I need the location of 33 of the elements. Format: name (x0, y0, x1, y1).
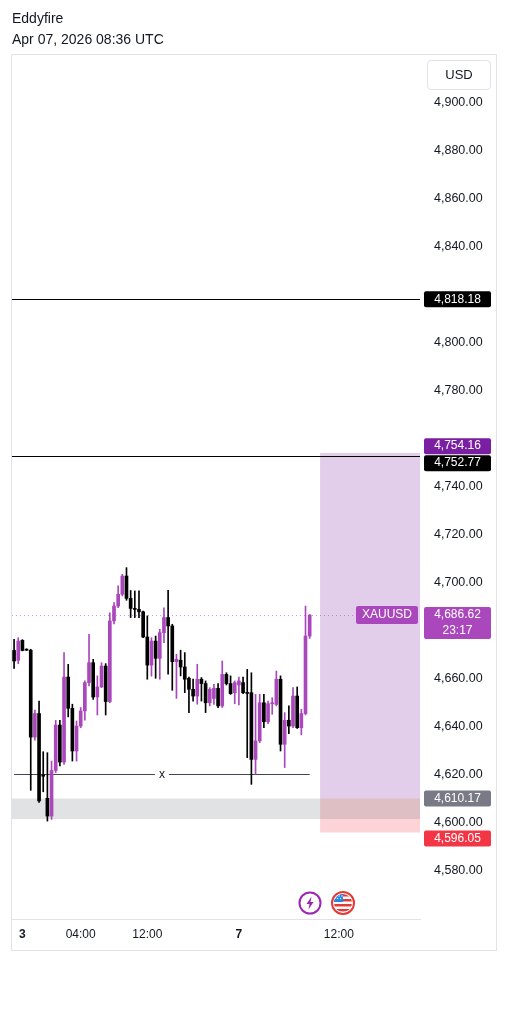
y-tick-label: 4,660.00 (434, 671, 483, 686)
ref-line-label: 4,818.18 (434, 291, 482, 306)
y-tick-label: 4,700.00 (434, 575, 483, 590)
y-tick-label: 4,580.00 (434, 863, 483, 878)
annotation: XAUUSD (361, 607, 413, 622)
band-label: 4,754.16 (434, 438, 482, 453)
chart-title: Eddyfire (12, 9, 64, 27)
ref-line-label: 4,752.77 (434, 455, 482, 470)
y-tick-label: 4,600.00 (434, 815, 483, 830)
y-tick-label: 4,900.00 (434, 95, 483, 110)
y-tick-label: 4,740.00 (434, 479, 483, 494)
y-tick-label: 4,720.00 (434, 527, 483, 542)
y-tick-label: 4,860.00 (434, 191, 483, 206)
x-tick-label: 12:00 (323, 926, 355, 941)
band-label: 4,610.17 (434, 790, 482, 805)
y-tick-label: 4,640.00 (434, 719, 483, 734)
band-label: 4,596.05 (434, 830, 482, 845)
ref-line-label: 4,686.62 23:17 (434, 607, 482, 638)
x-tick-label: 7 (235, 926, 243, 941)
x-tick-label: 3 (19, 926, 27, 941)
x-tick-label: 04:00 (65, 926, 97, 941)
candlestick (245, 669, 250, 759)
candlestick (237, 676, 241, 706)
y-tick-label: 4,880.00 (434, 143, 483, 158)
candlestick (132, 590, 137, 618)
y-tick-label: 4,780.00 (434, 383, 483, 398)
y-tick-label: 4,620.00 (434, 767, 483, 782)
ref-line-label: x (158, 766, 165, 781)
y-tick-label: 4,800.00 (434, 335, 483, 350)
candlestick (287, 705, 291, 735)
y-tick-label: 4,840.00 (434, 239, 483, 254)
chart-subtitle: Apr 07, 2026 08:36 UTC (12, 30, 164, 48)
x-tick-label: 12:00 (132, 926, 163, 941)
